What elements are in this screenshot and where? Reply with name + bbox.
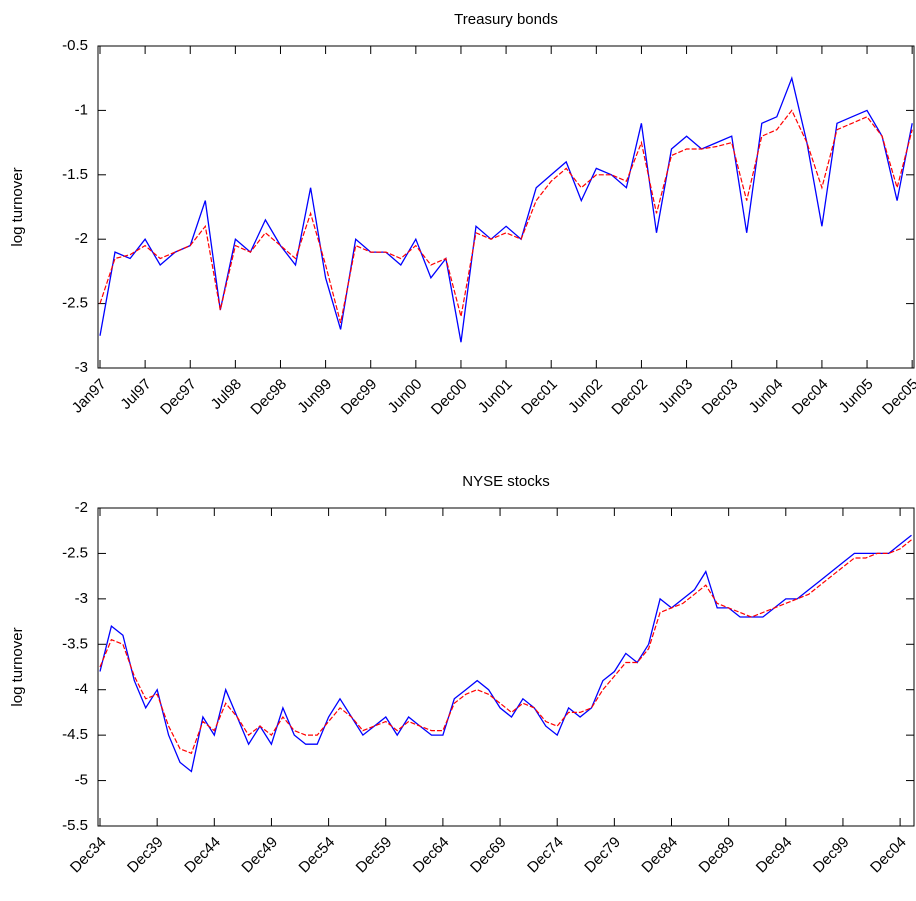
series-line xyxy=(99,76,913,343)
x-tick-label: Dec59 xyxy=(353,834,396,877)
x-tick-label: Jun99 xyxy=(294,376,335,417)
x-tick-label: Jun05 xyxy=(836,376,877,417)
x-tick-label: Dec44 xyxy=(181,834,224,877)
x-tick-label: Jun01 xyxy=(475,376,516,417)
y-tick-label: -5 xyxy=(75,772,88,789)
y-tick-label: -5.5 xyxy=(62,817,88,834)
x-tick-label: Dec00 xyxy=(428,376,471,419)
chart-title: Treasury bonds xyxy=(454,11,558,28)
x-tick-label: Dec64 xyxy=(410,834,453,877)
x-tick-label: Dec01 xyxy=(518,376,561,419)
x-tick-label: Dec84 xyxy=(638,834,681,877)
x-tick-label: Dec49 xyxy=(238,834,281,877)
x-tick-label: Dec04 xyxy=(867,834,910,877)
x-tick-label: Dec98 xyxy=(247,376,290,419)
y-tick-label: -1.5 xyxy=(62,166,88,183)
y-tick-label: -4.5 xyxy=(62,726,88,743)
x-tick-label: Dec03 xyxy=(699,376,742,419)
x-tick-label: Jul97 xyxy=(117,376,154,413)
y-tick-label: -3 xyxy=(75,590,88,607)
x-tick-label: Dec39 xyxy=(124,834,167,877)
y-axis-label: log turnover xyxy=(9,167,26,246)
x-tick-label: Jun04 xyxy=(746,376,787,417)
y-tick-label: -3 xyxy=(75,359,88,376)
x-tick-label: Jun03 xyxy=(655,376,696,417)
x-tick-label: Dec89 xyxy=(696,834,739,877)
x-tick-label: Dec94 xyxy=(753,834,796,877)
x-tick-label: Dec74 xyxy=(524,834,567,877)
x-tick-label: Jul98 xyxy=(208,376,245,413)
x-tick-label: Jun00 xyxy=(385,376,426,417)
y-tick-label: -3.5 xyxy=(62,635,88,652)
y-tick-label: -4 xyxy=(75,681,88,698)
plot-frame xyxy=(97,507,915,827)
x-tick-label: Dec02 xyxy=(608,376,651,419)
series-line xyxy=(99,109,913,324)
y-tick-label: -2.5 xyxy=(62,295,88,312)
x-tick-label: Dec99 xyxy=(338,376,381,419)
x-tick-label: Dec99 xyxy=(810,834,853,877)
x-tick-label: Dec05 xyxy=(879,376,916,419)
y-tick-label: -2 xyxy=(75,499,88,516)
x-tick-label: Jan97 xyxy=(69,376,110,417)
y-tick-label: -2 xyxy=(75,230,88,247)
y-axis-label: log turnover xyxy=(9,627,26,706)
chart-title: NYSE stocks xyxy=(462,473,550,490)
x-tick-label: Dec69 xyxy=(467,834,510,877)
y-tick-label: -2.5 xyxy=(62,544,88,561)
series-line xyxy=(99,539,912,755)
plot-frame xyxy=(97,45,915,369)
x-tick-label: Dec34 xyxy=(67,834,110,877)
y-tick-label: -0.5 xyxy=(62,37,88,54)
x-tick-label: Dec04 xyxy=(789,376,832,419)
series-line xyxy=(99,534,912,773)
x-tick-label: Dec97 xyxy=(157,376,200,419)
x-tick-label: Dec79 xyxy=(581,834,624,877)
y-tick-label: -1 xyxy=(75,101,88,118)
x-tick-label: Dec54 xyxy=(296,834,339,877)
x-tick-label: Jun02 xyxy=(565,376,606,417)
